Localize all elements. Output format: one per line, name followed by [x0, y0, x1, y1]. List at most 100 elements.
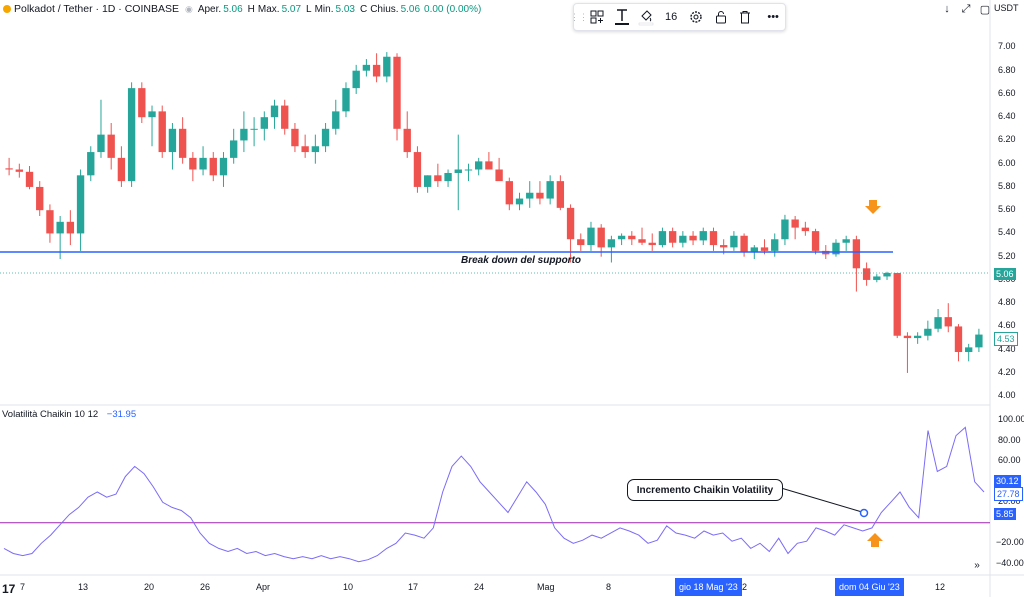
candle-body	[291, 128, 299, 147]
indicator-params: 10 12	[74, 409, 99, 420]
x-highlight-1: gio 18 Mag '23	[675, 578, 742, 596]
candle-body	[811, 231, 820, 251]
candle-body	[393, 56, 401, 129]
candle-body	[403, 128, 411, 153]
fill-icon[interactable]	[635, 5, 659, 29]
candle-body	[352, 70, 360, 89]
candle-body	[454, 169, 462, 173]
more-icon[interactable]: •••	[767, 11, 779, 23]
candle-body	[178, 128, 187, 158]
open-value: 5.06	[223, 3, 243, 15]
candle-body	[536, 192, 544, 199]
arrow-up-icon	[867, 533, 883, 547]
price-tick-label: 6.20	[998, 134, 1016, 145]
indicator-tick-label: 80.00	[998, 434, 1021, 445]
price-tick-label: 7.00	[998, 41, 1016, 52]
tradingview-logo-icon[interactable]: 17	[2, 582, 16, 596]
price-tick-label: 6.60	[998, 87, 1016, 98]
price-candles	[5, 52, 983, 373]
candle-body	[260, 117, 268, 129]
candle-body	[842, 239, 850, 243]
candle-body	[638, 239, 646, 243]
eye-icon[interactable]: ◉	[184, 3, 193, 14]
expand-icon[interactable]: ⤢	[961, 2, 971, 15]
candle-body	[138, 88, 146, 118]
candle-body	[270, 105, 279, 118]
currency-selector[interactable]: USDT	[994, 3, 1019, 13]
grip-icon[interactable]: ⋮⋮	[570, 11, 588, 22]
candle-body	[240, 128, 248, 141]
candle-body	[199, 157, 207, 170]
lock-icon[interactable]	[709, 5, 733, 29]
indicator-legend[interactable]: Volatilità Chaikin 10 12 −31.95	[2, 409, 136, 420]
candle-body	[730, 235, 738, 248]
candle-body	[495, 169, 503, 182]
indicator-badge-2: 27.78	[994, 487, 1023, 501]
arrow-down-icon	[865, 200, 881, 214]
time-tick-label: 22	[737, 582, 748, 592]
candle-body	[893, 272, 901, 336]
candle-body	[689, 235, 697, 241]
maximize-icon[interactable]: ▢	[979, 3, 991, 16]
layout-icon[interactable]	[585, 5, 609, 29]
candle-body	[862, 268, 871, 280]
candle-body	[127, 88, 136, 182]
price-tick-label: 6.00	[998, 157, 1016, 168]
candle-body	[148, 111, 156, 118]
last-price-badge: 4.53	[994, 332, 1018, 346]
candle-body	[801, 227, 810, 232]
candle-body	[587, 227, 595, 246]
price-tick-label: 5.40	[998, 227, 1016, 238]
price-tick-label: 5.20	[998, 250, 1016, 261]
candle-body	[526, 192, 534, 199]
candle-body	[250, 128, 258, 130]
chaikin-volatility-line	[3, 426, 985, 563]
candle-body	[648, 242, 656, 246]
down-arrow-icon[interactable]: ↓	[944, 3, 950, 15]
chaikin-callout[interactable]: Incremento Chaikin Volatility	[627, 479, 783, 501]
text-color-icon[interactable]	[610, 5, 634, 29]
current-price-badge: 5.06	[994, 268, 1016, 280]
candle-body	[311, 146, 320, 153]
price-tick-label: 4.60	[998, 320, 1016, 331]
scroll-right-icon[interactable]: »	[974, 559, 980, 571]
indicator-name: Volatilità Chaikin	[2, 409, 72, 420]
font-size-value[interactable]: 16	[665, 11, 678, 23]
time-tick-label: 17	[408, 582, 419, 592]
candle-body	[577, 239, 585, 246]
trash-icon[interactable]	[734, 5, 758, 29]
candle-body	[36, 186, 44, 211]
candle-body	[434, 175, 442, 182]
low-label: L	[306, 3, 312, 15]
settings-icon[interactable]	[684, 5, 708, 29]
candle-body	[219, 157, 228, 176]
candle-body	[87, 152, 95, 176]
candle-body	[76, 175, 85, 234]
symbol-name[interactable]: Polkadot / Tether · 1D · COINBASE	[14, 3, 179, 15]
candle-body	[883, 272, 891, 277]
price-tick-label: 4.20	[998, 366, 1016, 377]
change-value: 0.00 (0.00%)	[424, 3, 482, 15]
candle-body	[209, 157, 217, 176]
candle-body	[515, 198, 524, 205]
high-label: H	[247, 3, 255, 15]
candle-body	[954, 326, 963, 353]
candle-body	[230, 140, 238, 158]
time-tick-label: 10	[343, 582, 354, 592]
candle-body	[668, 231, 677, 243]
high-value: 5.07	[281, 3, 302, 15]
chart-legend: Polkadot / Tether · 1D · COINBASE ◉ Aper…	[0, 0, 481, 18]
candle-body	[556, 181, 565, 208]
candle-body	[607, 239, 616, 248]
x-highlight-2: dom 04 Giu '23	[835, 578, 904, 596]
candle-body	[464, 169, 473, 171]
support-annotation[interactable]: Break down del supporto	[461, 255, 582, 266]
candle-body	[485, 161, 493, 170]
candle-body	[617, 235, 626, 240]
candle-body	[158, 111, 166, 153]
candle-body	[546, 181, 554, 199]
time-tick-label: 8	[606, 582, 612, 592]
candle-body	[475, 161, 483, 170]
indicator-tick-label: 20.00	[998, 496, 1021, 507]
